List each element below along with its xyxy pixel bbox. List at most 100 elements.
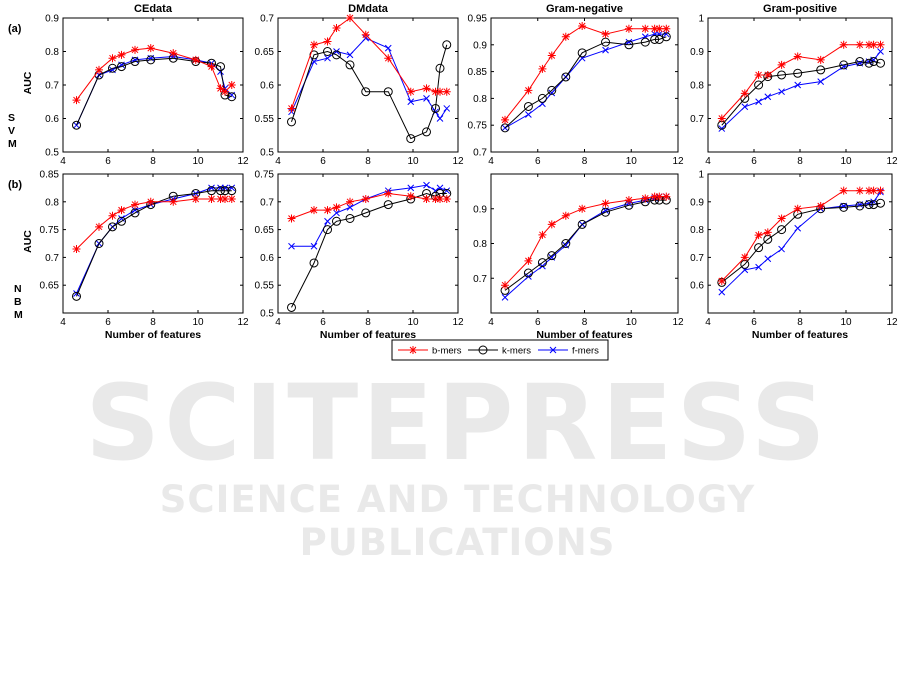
panel-3-svm-point-b-mers <box>662 24 671 33</box>
panel-1-nbm-point-b-mers <box>146 197 155 206</box>
row-classifier-letter: M <box>14 309 23 321</box>
panel-2-nbm-point-b-mers <box>406 192 415 201</box>
row-classifier-letter: S <box>8 112 15 124</box>
panel-1-svm-axes-frame <box>62 17 244 153</box>
panel-1-svm-point-k-mers <box>130 57 140 67</box>
panel-2-nbm-point-f-mers <box>346 204 354 211</box>
panel-3-svm-series-b-mers <box>501 22 671 124</box>
panel-4-nbm-point-b-mers <box>754 231 763 240</box>
panel-2-svm-point-f-mers <box>436 115 444 122</box>
panel-3-nbm-point-b-mers <box>662 192 671 201</box>
panel-2-svm-point-k-mers <box>361 87 371 97</box>
panel-4-nbm-point-b-mers <box>816 201 825 210</box>
panel-3-nbm-ytick-label: 0.8 <box>473 239 487 250</box>
panel-3-svm-point-b-mers <box>524 86 533 95</box>
panel-4-svm-title: Gram-positive <box>763 3 837 15</box>
panel-2-nbm-point-b-mers <box>361 195 370 204</box>
panel-2-svm-xtick-label: 6 <box>320 156 326 167</box>
panel-2-svm-point-k-mers <box>332 50 341 60</box>
panel-1-svm-point-f-mers <box>217 68 224 75</box>
panel-2-nbm-point-f-mers <box>333 209 340 217</box>
panel-1-nbm-point-k-mers <box>220 186 230 196</box>
panel-2-svm-point-b-mers <box>431 87 440 96</box>
panel-1-svm-ytick-label: 0.8 <box>45 47 59 58</box>
panel-2-svm-point-k-mers <box>431 103 440 113</box>
panel-1-svm-point-b-mers <box>146 44 155 53</box>
panel-3-svm-point-f-mers <box>662 30 670 38</box>
panel-4-svm-series-b-mers <box>717 40 885 123</box>
panel-1-nbm-point-k-mers <box>108 222 117 232</box>
panel-2-svm-xtick-label: 4 <box>275 156 281 167</box>
panel-1-nbm-ytick-label: 0.85 <box>40 170 60 181</box>
panel-4-nbm-ytick-label: 0.7 <box>690 253 704 264</box>
panel-4-nbm-axes-frame <box>707 173 893 314</box>
panel-3-svm-point-k-mers <box>500 123 510 133</box>
panel-3-nbm-point-b-mers <box>601 199 610 208</box>
panel-4-svm-xtick-label: 4 <box>705 156 711 167</box>
panel-3-svm-point-f-mers <box>548 89 556 97</box>
panel-3-nbm-point-k-mers <box>577 219 587 229</box>
panel-3-svm-xtick-label: 6 <box>535 156 541 167</box>
panel-3-svm-point-b-mers <box>650 24 659 33</box>
panel-1-nbm-ytick-label: 0.65 <box>40 281 60 292</box>
panel-4-nbm-ytick-label: 0.9 <box>690 197 704 208</box>
panel-4-nbm-xtick-label: 6 <box>751 317 757 328</box>
panel-1-nbm-series-b-mers <box>72 195 236 254</box>
panel-3-svm-point-b-mers <box>601 30 610 39</box>
panel-2-svm-ytick-label: 0.5 <box>260 148 274 159</box>
panel-3-nbm-point-k-mers <box>523 268 533 278</box>
panel-1-nbm-ytick-label: 0.8 <box>45 197 59 208</box>
panel-1-nbm-xtick-label: 4 <box>60 317 66 328</box>
panel-2-nbm-point-b-mers <box>436 195 444 204</box>
panel-3-svm-point-k-mers <box>601 37 611 47</box>
panel-3-svm-ytick-label: 0.9 <box>473 40 487 51</box>
panel-4-svm-point-b-mers <box>777 60 786 69</box>
panel-2-svm-point-k-mers <box>383 87 393 97</box>
panel-4-svm-ytick-label: 0.7 <box>690 114 704 125</box>
panel-2-svm-point-f-mers <box>407 98 415 106</box>
panel-1-svm-point-b-mers <box>95 65 103 74</box>
panel-1-svm-series-k-mers <box>72 53 237 130</box>
panel-2-nbm-ytick-label: 0.55 <box>255 281 275 292</box>
panel-4-svm-point-f-mers <box>755 98 762 106</box>
panel-1-svm-point-k-mers <box>146 55 156 65</box>
panel-3-svm-axes-frame <box>490 17 679 153</box>
panel-2-nbm-point-b-mers <box>310 206 318 215</box>
panel-3-svm-point-b-mers <box>641 24 650 33</box>
panel-2-nbm-point-k-mers <box>361 208 371 218</box>
panel-2-nbm-point-f-mers <box>310 242 318 250</box>
panel-2-svm-ytick-label: 0.55 <box>255 114 275 125</box>
panel-3-svm-series-k-mers <box>500 32 671 133</box>
panel-1-svm-point-b-mers <box>227 81 236 89</box>
panel-2-nbm-xtick-label: 12 <box>452 317 464 328</box>
panel-3-svm-point-k-mers <box>577 48 587 58</box>
panel-4-nbm-point-k-mers <box>864 200 874 210</box>
panel-4-svm-xtick-label: 6 <box>751 156 757 167</box>
panel-3-nbm-point-b-mers <box>650 192 659 201</box>
panel-4-nbm-xtick-label: 8 <box>797 317 803 328</box>
panel-2-nbm-point-b-mers <box>442 195 451 204</box>
panel-2-nbm-point-b-mers <box>346 197 354 206</box>
panel-3-svm-ytick-label: 0.7 <box>473 148 487 159</box>
panel-3-svm-point-b-mers <box>538 64 547 73</box>
row-classifier-letter: V <box>8 125 15 137</box>
panel-4-svm-ytick-label: 0.8 <box>690 81 704 92</box>
panel-2-nbm-point-b-mers <box>384 189 393 198</box>
panel-4-svm-point-f-mers <box>877 48 884 55</box>
panel-2-svm-point-b-mers <box>323 37 332 46</box>
panel-4-nbm-point-k-mers <box>777 225 787 235</box>
panel-3-nbm-xtick-label: 12 <box>672 317 684 328</box>
panel-3-svm-point-k-mers <box>523 101 533 111</box>
panel-2-nbm-point-f-mers <box>443 187 451 195</box>
panel-2-svm-series-b-mers <box>287 14 451 113</box>
panel-1-svm-point-b-mers <box>221 87 229 96</box>
legend-marker-k-mers <box>478 345 488 355</box>
panel-2-svm-point-k-mers <box>287 117 296 127</box>
panel-3-nbm-point-b-mers <box>655 192 664 201</box>
panel-3-svm-point-k-mers <box>547 85 557 95</box>
panel-1-nbm-point-b-mers <box>108 211 117 220</box>
panel-1-nbm-point-f-mers <box>208 184 215 192</box>
panel-3-svm-ytick-label: 0.95 <box>468 14 488 25</box>
panel-4-svm-point-f-mers <box>764 93 772 101</box>
panel-1-svm-line-k-mers <box>76 57 232 126</box>
